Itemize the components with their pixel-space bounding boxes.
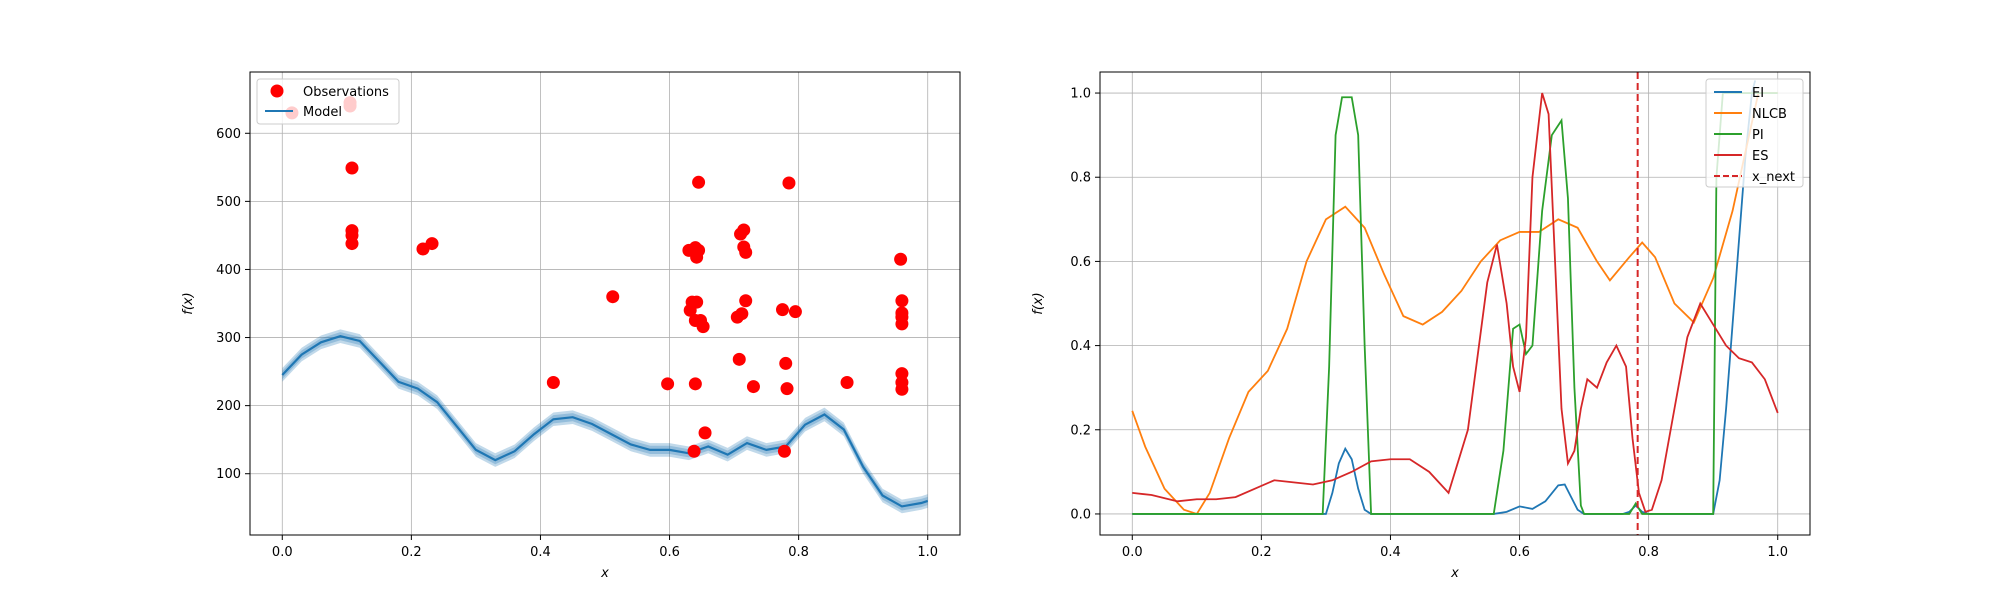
observation-point — [782, 176, 796, 190]
observation-point — [739, 245, 753, 259]
observation-point — [746, 380, 760, 394]
legend-pi-label: PI — [1752, 128, 1764, 143]
legend-x-next-label: x_next — [1752, 170, 1795, 185]
x-tick-label: 0.4 — [530, 545, 551, 560]
observation-point — [895, 382, 909, 396]
ei-line — [1132, 80, 1757, 515]
model-uncertainty-band — [282, 332, 928, 511]
observation-point — [780, 382, 794, 396]
observation-point — [546, 375, 560, 389]
observation-point — [777, 444, 791, 458]
legend-model-label: Model — [303, 105, 342, 120]
legend-box — [256, 78, 400, 125]
y-tick-label: 500 — [216, 195, 241, 210]
x-tick-label: 0.0 — [272, 545, 293, 560]
x-tick-label: 1.0 — [917, 545, 938, 560]
y-tick-label: 200 — [216, 399, 241, 414]
observation-point — [895, 317, 909, 331]
x-tick-label: 0.2 — [401, 545, 422, 560]
x-tick-label: 1.0 — [1767, 545, 1788, 560]
y-tick-label: 600 — [216, 127, 241, 142]
x-tick-label: 0.6 — [659, 545, 680, 560]
chart-1-frame — [249, 71, 961, 536]
y-tick-label: 0.2 — [1070, 423, 1091, 438]
observation-point — [776, 303, 789, 317]
x-axis-label: x — [1450, 566, 1459, 581]
legend-observations-label: Observations — [303, 85, 389, 100]
observation-point — [788, 305, 802, 319]
chart-2-frame — [1099, 71, 1811, 536]
y-tick-label: 300 — [216, 331, 241, 346]
observation-point — [687, 444, 701, 458]
y-axis-label: f(x) — [1031, 292, 1046, 314]
y-axis-label: f(x) — [181, 292, 196, 314]
legend-nlcb-label: NLCB — [1752, 107, 1787, 122]
observation-point — [606, 290, 620, 304]
legend-observations-marker — [270, 84, 284, 98]
observation-point — [737, 223, 751, 237]
observation-point — [732, 352, 746, 366]
x-tick-label: 0.8 — [788, 545, 809, 560]
observation-point — [692, 175, 706, 189]
x-tick-label: 0.8 — [1638, 545, 1659, 560]
observation-point — [698, 426, 712, 440]
observation-point — [696, 320, 710, 334]
legend-box — [1705, 78, 1804, 188]
observation-point — [779, 356, 793, 370]
observation-point — [345, 237, 359, 251]
y-tick-label: 400 — [216, 263, 241, 278]
chart-1-axes: 0.0 0.2 0.4 0.6 0.8 1.0 100 200 300 400 500 600 x f(x… — [181, 72, 960, 581]
observation-point — [739, 294, 753, 308]
observation-point — [895, 294, 909, 308]
chart-2-legend: EI NLCB PI ES x_next — [1705, 78, 1804, 188]
x-tick-label: 0.6 — [1509, 545, 1530, 560]
legend-ei-label: EI — [1752, 86, 1764, 101]
observation-point — [425, 237, 439, 251]
y-tick-label: 0.0 — [1070, 507, 1091, 522]
observation-point — [345, 161, 359, 175]
observation-point — [690, 295, 704, 309]
observation-point — [692, 243, 706, 257]
pi-line — [1132, 92, 1778, 515]
observation-point — [840, 375, 854, 389]
x-tick-label: 0.0 — [1122, 545, 1143, 560]
es-line — [1132, 92, 1779, 513]
chart-2-axes: 0.0 0.2 0.4 0.6 0.8 1.0 0.0 0.2 0.4 0.6 0.8 1.0 x f(x… — [1031, 72, 1810, 581]
y-tick-label: 0.4 — [1070, 339, 1091, 354]
y-tick-label: 1.0 — [1070, 87, 1091, 102]
model-line — [281, 335, 929, 508]
nlcb-line — [1131, 92, 1778, 516]
observation-point — [688, 377, 702, 391]
y-tick-label: 0.8 — [1070, 171, 1091, 186]
x-axis-label: x — [600, 566, 609, 581]
chart-1-legend: Observations Model — [256, 78, 400, 125]
x-tick-label: 0.2 — [1251, 545, 1272, 560]
x-tick-label: 0.4 — [1380, 545, 1401, 560]
observation-point — [735, 307, 749, 321]
observation-point — [894, 252, 908, 266]
y-tick-label: 100 — [216, 467, 241, 482]
legend-es-label: ES — [1752, 149, 1768, 164]
y-tick-label: 0.6 — [1070, 255, 1091, 270]
observation-point — [661, 377, 675, 391]
